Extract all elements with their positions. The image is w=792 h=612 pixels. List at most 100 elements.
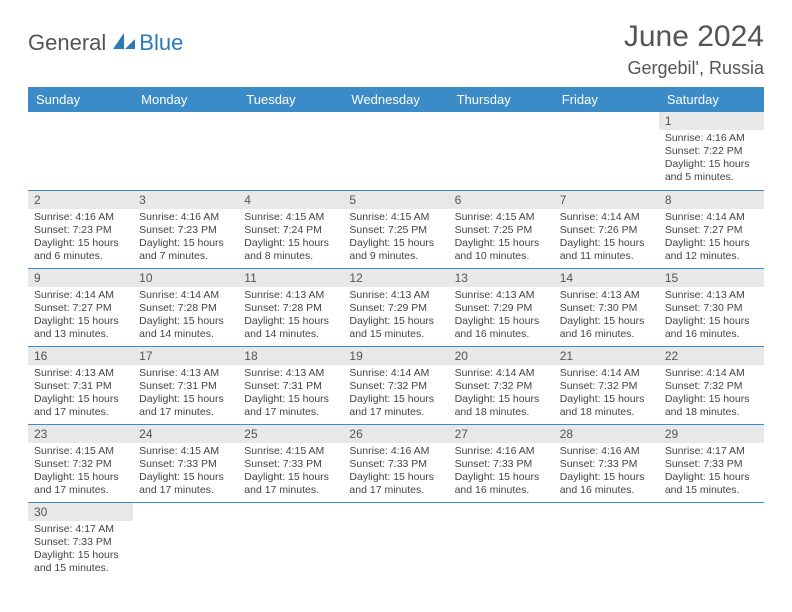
calendar-row: 30Sunrise: 4:17 AMSunset: 7:33 PMDayligh…: [28, 502, 764, 580]
day-details: Sunrise: 4:16 AMSunset: 7:23 PMDaylight:…: [28, 209, 133, 268]
weekday-header: Wednesday: [343, 87, 448, 112]
calendar-cell: 27Sunrise: 4:16 AMSunset: 7:33 PMDayligh…: [449, 424, 554, 502]
sunrise-text: Sunrise: 4:16 AM: [665, 132, 758, 145]
day-details: Sunrise: 4:13 AMSunset: 7:31 PMDaylight:…: [133, 365, 238, 424]
day-number: 28: [554, 425, 659, 443]
calendar-head: SundayMondayTuesdayWednesdayThursdayFrid…: [28, 87, 764, 112]
brand-part1: General: [28, 30, 106, 56]
sunrise-text: Sunrise: 4:14 AM: [665, 367, 758, 380]
daylight-text: Daylight: 15 hours and 10 minutes.: [455, 237, 548, 263]
daylight-text: Daylight: 15 hours and 14 minutes.: [244, 315, 337, 341]
daylight-text: Daylight: 15 hours and 16 minutes.: [455, 471, 548, 497]
day-details: Sunrise: 4:15 AMSunset: 7:25 PMDaylight:…: [449, 209, 554, 268]
sunrise-text: Sunrise: 4:17 AM: [665, 445, 758, 458]
day-number: 24: [133, 425, 238, 443]
sunset-text: Sunset: 7:33 PM: [665, 458, 758, 471]
day-details: Sunrise: 4:16 AMSunset: 7:22 PMDaylight:…: [659, 130, 764, 189]
sunrise-text: Sunrise: 4:14 AM: [34, 289, 127, 302]
sunset-text: Sunset: 7:32 PM: [349, 380, 442, 393]
daylight-text: Daylight: 15 hours and 16 minutes.: [560, 315, 653, 341]
daylight-text: Daylight: 15 hours and 17 minutes.: [139, 471, 232, 497]
day-details: Sunrise: 4:14 AMSunset: 7:26 PMDaylight:…: [554, 209, 659, 268]
daylight-text: Daylight: 15 hours and 9 minutes.: [349, 237, 442, 263]
weekday-header: Friday: [554, 87, 659, 112]
sunrise-text: Sunrise: 4:14 AM: [139, 289, 232, 302]
calendar-row: 1Sunrise: 4:16 AMSunset: 7:22 PMDaylight…: [28, 112, 764, 190]
daylight-text: Daylight: 15 hours and 15 minutes.: [349, 315, 442, 341]
daylight-text: Daylight: 15 hours and 18 minutes.: [665, 393, 758, 419]
daylight-text: Daylight: 15 hours and 7 minutes.: [139, 237, 232, 263]
daylight-text: Daylight: 15 hours and 17 minutes.: [244, 471, 337, 497]
day-details: Sunrise: 4:13 AMSunset: 7:30 PMDaylight:…: [659, 287, 764, 346]
calendar-cell: 16Sunrise: 4:13 AMSunset: 7:31 PMDayligh…: [28, 346, 133, 424]
sunrise-text: Sunrise: 4:14 AM: [455, 367, 548, 380]
calendar-cell: 9Sunrise: 4:14 AMSunset: 7:27 PMDaylight…: [28, 268, 133, 346]
day-details: Sunrise: 4:14 AMSunset: 7:27 PMDaylight:…: [28, 287, 133, 346]
calendar-cell: [133, 112, 238, 190]
sunset-text: Sunset: 7:27 PM: [665, 224, 758, 237]
sunset-text: Sunset: 7:32 PM: [34, 458, 127, 471]
weekday-header: Monday: [133, 87, 238, 112]
sail-icon: [111, 31, 137, 56]
day-number: 17: [133, 347, 238, 365]
day-number: 30: [28, 503, 133, 521]
day-details: Sunrise: 4:14 AMSunset: 7:27 PMDaylight:…: [659, 209, 764, 268]
calendar-cell: 4Sunrise: 4:15 AMSunset: 7:24 PMDaylight…: [238, 190, 343, 268]
day-details: Sunrise: 4:17 AMSunset: 7:33 PMDaylight:…: [28, 521, 133, 580]
day-number: 13: [449, 269, 554, 287]
calendar-cell: 13Sunrise: 4:13 AMSunset: 7:29 PMDayligh…: [449, 268, 554, 346]
calendar-cell: 19Sunrise: 4:14 AMSunset: 7:32 PMDayligh…: [343, 346, 448, 424]
sunset-text: Sunset: 7:31 PM: [244, 380, 337, 393]
daylight-text: Daylight: 15 hours and 12 minutes.: [665, 237, 758, 263]
sunset-text: Sunset: 7:32 PM: [560, 380, 653, 393]
sunrise-text: Sunrise: 4:15 AM: [455, 211, 548, 224]
calendar-cell: 29Sunrise: 4:17 AMSunset: 7:33 PMDayligh…: [659, 424, 764, 502]
sunrise-text: Sunrise: 4:16 AM: [349, 445, 442, 458]
day-details: Sunrise: 4:13 AMSunset: 7:30 PMDaylight:…: [554, 287, 659, 346]
calendar-cell: 30Sunrise: 4:17 AMSunset: 7:33 PMDayligh…: [28, 502, 133, 580]
daylight-text: Daylight: 15 hours and 15 minutes.: [34, 549, 127, 575]
calendar-cell: 7Sunrise: 4:14 AMSunset: 7:26 PMDaylight…: [554, 190, 659, 268]
brand-part2: Blue: [139, 30, 183, 56]
brand-logo: General Blue: [28, 30, 183, 56]
daylight-text: Daylight: 15 hours and 17 minutes.: [349, 471, 442, 497]
day-details: Sunrise: 4:14 AMSunset: 7:32 PMDaylight:…: [554, 365, 659, 424]
calendar-cell: [238, 112, 343, 190]
day-details: Sunrise: 4:13 AMSunset: 7:29 PMDaylight:…: [449, 287, 554, 346]
calendar-cell: 28Sunrise: 4:16 AMSunset: 7:33 PMDayligh…: [554, 424, 659, 502]
weekday-header: Thursday: [449, 87, 554, 112]
weekday-header: Sunday: [28, 87, 133, 112]
calendar-cell: [659, 502, 764, 580]
sunrise-text: Sunrise: 4:13 AM: [139, 367, 232, 380]
sunset-text: Sunset: 7:24 PM: [244, 224, 337, 237]
day-details: Sunrise: 4:15 AMSunset: 7:33 PMDaylight:…: [238, 443, 343, 502]
day-number: 26: [343, 425, 448, 443]
daylight-text: Daylight: 15 hours and 14 minutes.: [139, 315, 232, 341]
sunrise-text: Sunrise: 4:13 AM: [244, 289, 337, 302]
sunset-text: Sunset: 7:33 PM: [34, 536, 127, 549]
sunset-text: Sunset: 7:30 PM: [665, 302, 758, 315]
calendar-row: 16Sunrise: 4:13 AMSunset: 7:31 PMDayligh…: [28, 346, 764, 424]
sunrise-text: Sunrise: 4:16 AM: [34, 211, 127, 224]
daylight-text: Daylight: 15 hours and 17 minutes.: [349, 393, 442, 419]
day-number: 8: [659, 191, 764, 209]
day-number: 19: [343, 347, 448, 365]
sunrise-text: Sunrise: 4:13 AM: [665, 289, 758, 302]
calendar-cell: [28, 112, 133, 190]
calendar-cell: [238, 502, 343, 580]
sunset-text: Sunset: 7:30 PM: [560, 302, 653, 315]
sunset-text: Sunset: 7:25 PM: [349, 224, 442, 237]
day-number: 6: [449, 191, 554, 209]
day-details: Sunrise: 4:13 AMSunset: 7:29 PMDaylight:…: [343, 287, 448, 346]
title-block: June 2024 Gergebil', Russia: [624, 20, 764, 79]
calendar-cell: 26Sunrise: 4:16 AMSunset: 7:33 PMDayligh…: [343, 424, 448, 502]
sunrise-text: Sunrise: 4:13 AM: [349, 289, 442, 302]
day-number: 7: [554, 191, 659, 209]
sunset-text: Sunset: 7:28 PM: [139, 302, 232, 315]
sunset-text: Sunset: 7:31 PM: [139, 380, 232, 393]
day-number: 3: [133, 191, 238, 209]
calendar-cell: 18Sunrise: 4:13 AMSunset: 7:31 PMDayligh…: [238, 346, 343, 424]
sunset-text: Sunset: 7:33 PM: [455, 458, 548, 471]
sunset-text: Sunset: 7:33 PM: [560, 458, 653, 471]
sunset-text: Sunset: 7:25 PM: [455, 224, 548, 237]
